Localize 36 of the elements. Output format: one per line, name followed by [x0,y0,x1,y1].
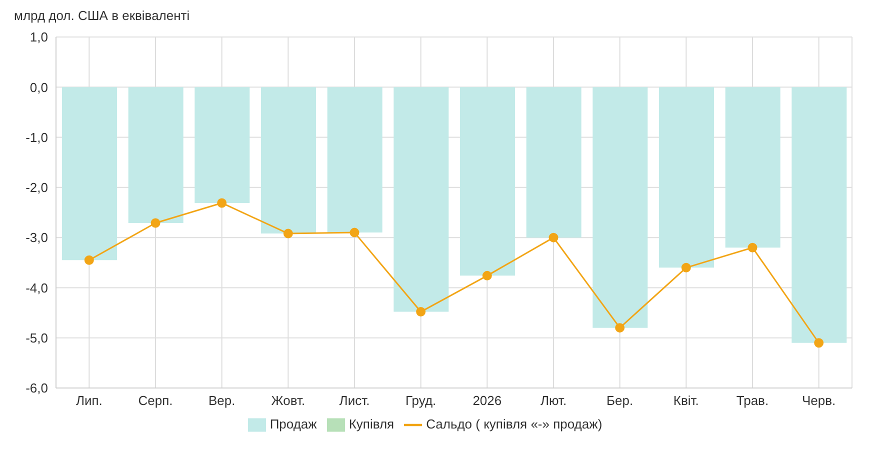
legend-label: Сальдо ( купівля «-» продаж) [426,416,602,432]
point [150,218,160,228]
x-tick-label: Бер. [606,393,634,408]
y-tick-label: -1,0 [26,130,48,145]
y-axis-title: млрд дол. США в еквіваленті [14,8,191,23]
x-tick-label: Черв. [802,393,836,408]
y-tick-label: -6,0 [26,380,48,396]
point [482,270,492,280]
x-tick-label: Серп. [138,393,173,408]
x-tick-label: Лют. [540,393,567,408]
point [615,323,625,333]
y-tick-label: -4,0 [26,280,48,296]
point [548,232,558,242]
point [84,255,94,265]
point [350,228,360,238]
y-tick-label: 1,0 [30,30,48,45]
point [748,242,758,252]
point [416,307,426,317]
x-tick-label: Лип. [76,393,102,408]
legend-label: Продаж [270,416,317,432]
x-tick-label: Вер. [208,393,236,408]
y-tick-label: 0,0 [30,80,48,95]
x-tick-label: Груд. [405,393,436,408]
x-tick-label: Жовт. [271,393,306,408]
point [681,262,691,272]
y-tick-label: -5,0 [26,330,48,346]
point [283,228,293,238]
point [217,198,227,208]
x-tick-label: Трав. [736,393,769,408]
x-tick-label: Лист. [339,393,370,408]
legend-label: Купівля [348,416,394,432]
point [814,338,824,348]
x-tick-label: Квіт. [673,393,699,408]
y-tick-label: -2,0 [26,180,48,196]
x-tick-label: 2026 [472,393,502,408]
y-tick-label: -3,0 [26,230,48,246]
